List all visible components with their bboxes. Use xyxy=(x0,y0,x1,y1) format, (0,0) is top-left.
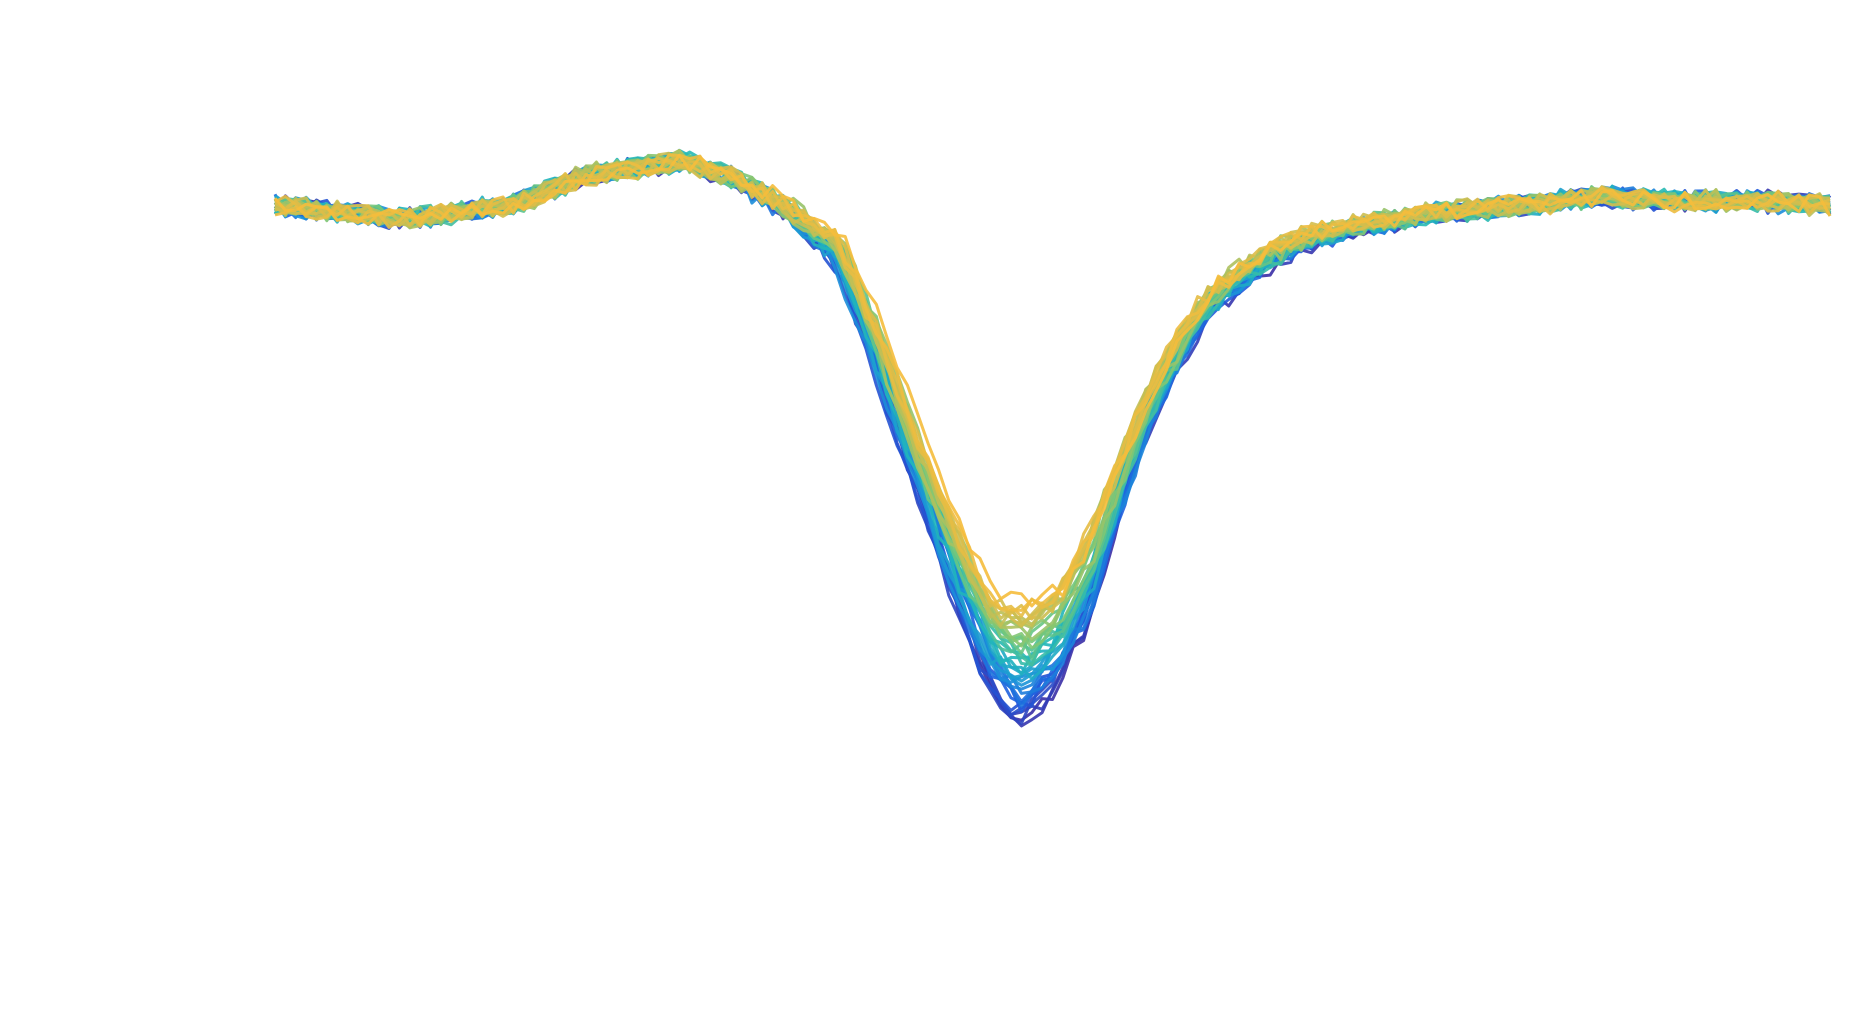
series-line-22 xyxy=(274,154,1832,667)
series-line-24 xyxy=(273,155,1831,654)
series-line-35 xyxy=(274,151,1831,625)
series-line-32 xyxy=(273,149,1831,629)
series-line-36 xyxy=(274,157,1831,628)
series-line-2 xyxy=(274,152,1832,728)
series-line-38 xyxy=(274,158,1831,618)
series-line-37 xyxy=(274,156,1831,621)
series-line-34 xyxy=(274,153,1832,628)
series-line-25 xyxy=(273,153,1832,661)
series-line-33 xyxy=(274,156,1831,626)
series-line-26 xyxy=(274,150,1831,655)
plot-area xyxy=(273,148,1832,728)
series-line-39 xyxy=(274,153,1831,612)
series-line-40 xyxy=(273,153,1832,608)
series-line-30 xyxy=(273,156,1831,641)
series-line-27 xyxy=(273,154,1831,644)
series-line-28 xyxy=(274,149,1832,650)
series-line-29 xyxy=(274,150,1831,648)
series-line-23 xyxy=(274,154,1831,667)
series-line-31 xyxy=(274,159,1831,630)
